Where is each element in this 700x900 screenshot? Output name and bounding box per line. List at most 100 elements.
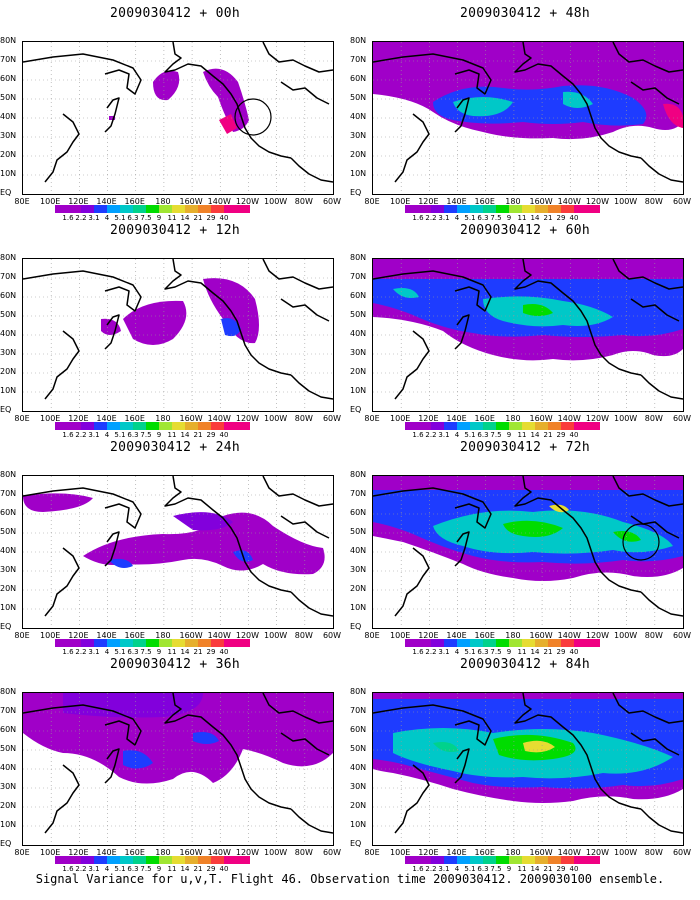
- coastline: [514, 693, 642, 810]
- lon-tick-label: 60W: [672, 848, 692, 857]
- colorbar-level-label: 1.6: [62, 431, 74, 439]
- lat-tick-label: 70N: [350, 706, 367, 715]
- lon-tick-label: 100W: [264, 197, 288, 206]
- colorbar-level-label: 9: [156, 431, 162, 439]
- colorbar-swatch: [159, 205, 172, 213]
- coastline: [394, 764, 430, 834]
- colorbar-labels: 1.6 2.2 3.1 4 5.1 6.3 7.5 9 11 14 21 29 40: [55, 431, 325, 440]
- lon-tick-label: 140E: [96, 631, 117, 640]
- colorbar-swatch: [55, 639, 68, 647]
- colorbar-level-label: 14: [530, 865, 540, 873]
- lat-tick-label: EQ: [350, 839, 362, 848]
- lon-tick-label: 120E: [68, 414, 89, 423]
- variance-shading: [663, 103, 683, 128]
- coastline: [104, 531, 120, 567]
- colorbar-swatch: [120, 856, 133, 864]
- colorbar-level-label: 1.6: [412, 431, 424, 439]
- colorbar-swatch: [561, 856, 574, 864]
- colorbar-swatch: [418, 422, 431, 430]
- colorbar-level-label: 2.2: [75, 214, 87, 222]
- colorbar-level-label: 1.6: [62, 865, 74, 873]
- lon-tick-label: 80W: [294, 414, 313, 423]
- coastline: [640, 374, 683, 400]
- lon-tick-label: 120E: [418, 631, 439, 640]
- colorbar-level-label: 6.3: [477, 648, 489, 656]
- lon-tick-label: 60W: [672, 414, 692, 423]
- colorbar-swatch: [146, 422, 159, 430]
- coastline: [373, 53, 492, 95]
- coastline: [164, 259, 292, 376]
- coastline: [290, 157, 333, 183]
- colorbar-swatch: [587, 422, 600, 430]
- coastline: [640, 157, 683, 183]
- lon-tick-label: 160E: [124, 414, 145, 423]
- colorbar-swatch: [431, 639, 444, 647]
- coastline: [44, 330, 80, 400]
- colorbar-swatch: [444, 639, 457, 647]
- colorbar-swatch: [172, 205, 185, 213]
- colorbar-level-label: 11: [167, 648, 177, 656]
- lon-tick-label: 100E: [390, 631, 411, 640]
- colorbar-swatch: [483, 422, 496, 430]
- colorbar-level-label: 5.1: [114, 214, 126, 222]
- colorbar-level-label: 11: [517, 431, 527, 439]
- colorbar-level-label: 4: [104, 214, 110, 222]
- coastline: [104, 748, 120, 784]
- lon-tick-label: 140W: [557, 631, 581, 640]
- colorbar: [55, 639, 250, 647]
- colorbar-level-label: 40: [219, 648, 229, 656]
- lon-tick-label: 120W: [585, 631, 610, 640]
- lat-tick-label: 50N: [350, 93, 367, 102]
- lon-tick-label: 80E: [14, 631, 30, 640]
- colorbar-swatch: [587, 856, 600, 864]
- lat-tick-label: 50N: [0, 744, 17, 753]
- colorbar-labels: 1.6 2.2 3.1 4 5.1 6.3 7.5 9 11 14 21 29 40: [55, 865, 325, 874]
- colorbar-level-label: 21: [193, 431, 203, 439]
- lon-tick-label: 120E: [418, 848, 439, 857]
- colorbar-swatch: [159, 856, 172, 864]
- colorbar-swatch: [159, 639, 172, 647]
- colorbar-labels: 1.6 2.2 3.1 4 5.1 6.3 7.5 9 11 14 21 29 40: [405, 431, 675, 440]
- colorbar-swatch: [418, 639, 431, 647]
- coastline: [373, 704, 492, 746]
- colorbar-swatch: [431, 205, 444, 213]
- colorbar-swatch: [159, 422, 172, 430]
- variance-shading: [123, 750, 153, 769]
- colorbar-swatch: [457, 856, 470, 864]
- colorbar: [405, 639, 600, 647]
- lon-tick-label: 140E: [446, 197, 467, 206]
- colorbar-level-label: 5.1: [114, 648, 126, 656]
- colorbar-level-label: 29: [556, 431, 566, 439]
- colorbar-level-label: 21: [193, 648, 203, 656]
- colorbar-level-label: 3.1: [438, 865, 450, 873]
- lon-tick-label: 160W: [529, 631, 553, 640]
- lon-tick-label: 100W: [614, 848, 638, 857]
- coastline: [454, 314, 470, 350]
- colorbar-level-label: 40: [569, 865, 579, 873]
- colorbar-level-label: 11: [167, 431, 177, 439]
- colorbar-swatch: [496, 422, 509, 430]
- colorbar-level-label: 7.5: [490, 648, 502, 656]
- lat-tick-label: EQ: [0, 405, 12, 414]
- lat-tick-label: 40N: [350, 763, 367, 772]
- map-plot: [23, 693, 333, 845]
- coastline: [454, 748, 470, 784]
- colorbar-swatch: [535, 856, 548, 864]
- observation-circle: [622, 523, 660, 561]
- lon-tick-label: 140W: [207, 631, 231, 640]
- colorbar-swatch: [587, 639, 600, 647]
- lon-tick-label: 160E: [474, 197, 495, 206]
- colorbar-level-label: 6.3: [477, 431, 489, 439]
- lon-tick-label: 100W: [614, 631, 638, 640]
- colorbar-swatch: [185, 856, 198, 864]
- colorbar-level-label: 40: [569, 214, 579, 222]
- colorbar-swatch: [444, 205, 457, 213]
- lon-tick-label: 160E: [474, 631, 495, 640]
- colorbar: [55, 205, 250, 213]
- colorbar-level-label: 40: [569, 648, 579, 656]
- lat-tick-label: 10N: [350, 169, 367, 178]
- lon-tick-label: 160E: [474, 414, 495, 423]
- colorbar-labels: 1.6 2.2 3.1 4 5.1 6.3 7.5 9 11 14 21 29 40: [405, 648, 675, 657]
- colorbar-swatch: [548, 639, 561, 647]
- variance-shading: [523, 740, 555, 753]
